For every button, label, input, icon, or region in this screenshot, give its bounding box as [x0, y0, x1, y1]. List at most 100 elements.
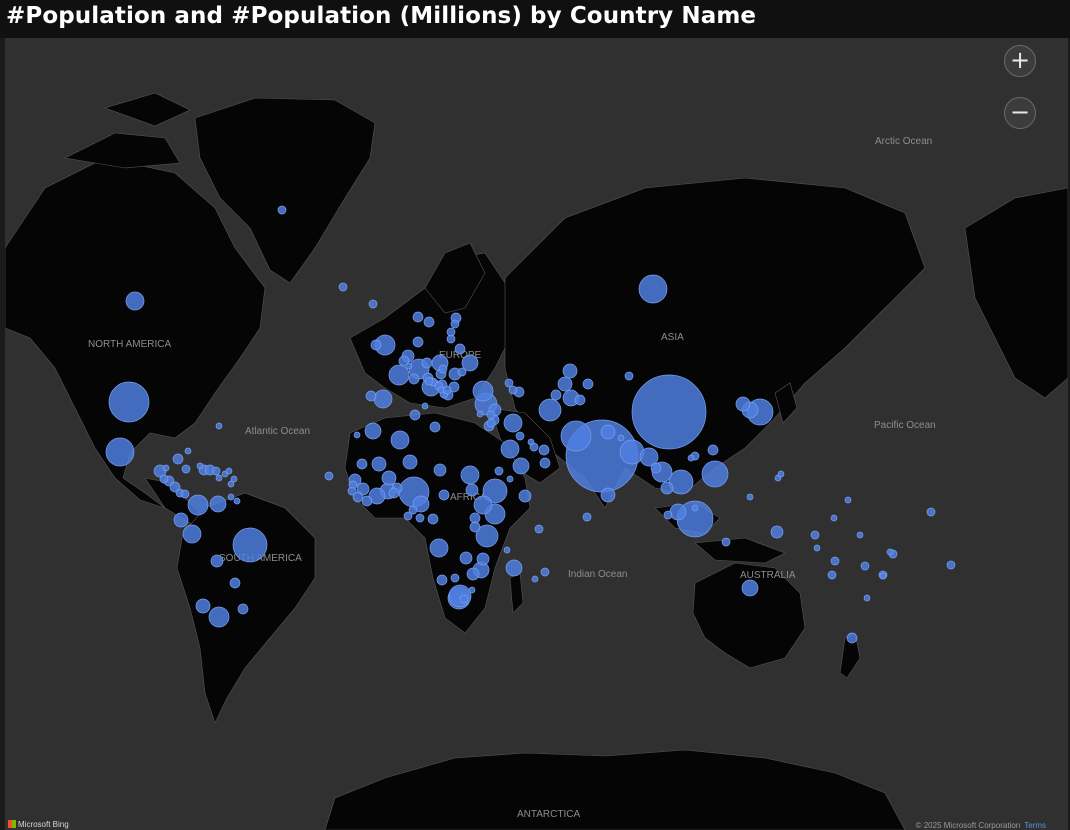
bubble-tunisia[interactable] — [409, 409, 421, 421]
bubble-suriname[interactable] — [233, 497, 241, 505]
bubble-lesotho[interactable] — [459, 594, 469, 604]
bubble-brunei[interactable] — [691, 504, 699, 512]
bubble-equatorial-guinea[interactable] — [408, 505, 418, 515]
bubble-chile[interactable] — [195, 598, 211, 614]
bubble-eswatini[interactable] — [468, 586, 476, 594]
bubble-venezuela[interactable] — [209, 495, 227, 513]
bubble-marshall[interactable] — [844, 496, 852, 504]
bubble-mongolia[interactable] — [624, 371, 634, 381]
bubble-czech[interactable] — [421, 357, 433, 369]
bubble-new-caledonia[interactable] — [827, 570, 837, 580]
bubble-armenia[interactable] — [508, 385, 518, 395]
bubble-panama[interactable] — [180, 489, 190, 499]
bubble-madagascar[interactable] — [505, 559, 523, 577]
bubble-denmark[interactable] — [412, 336, 424, 348]
bubble-canada[interactable] — [125, 291, 145, 311]
bubble-luxembourg[interactable] — [405, 362, 413, 370]
bubble-moldova[interactable] — [457, 367, 467, 377]
bubble-burkina[interactable] — [381, 470, 397, 486]
bubble-maldives[interactable] — [582, 512, 592, 522]
bubble-nepal[interactable] — [600, 424, 616, 440]
bubble-latvia[interactable] — [446, 327, 456, 337]
bubble-canary[interactable] — [353, 431, 361, 439]
bubble-uzbekistan[interactable] — [557, 376, 573, 392]
bubble-djibouti[interactable] — [506, 475, 514, 483]
bubble-ukraine[interactable] — [461, 354, 479, 372]
bubble-caribbean-4[interactable] — [196, 462, 204, 470]
bubble-belarus[interactable] — [454, 343, 466, 355]
bubble-turkmenistan[interactable] — [550, 389, 562, 401]
bubble-pakistan[interactable] — [560, 420, 592, 452]
bubble-zimbabwe[interactable] — [466, 567, 480, 581]
bubble-sudan[interactable] — [460, 465, 480, 485]
bubble-sweden[interactable] — [423, 316, 435, 328]
bubble-french-polynesia[interactable] — [946, 560, 956, 570]
bubble-pacific-2[interactable] — [879, 572, 887, 580]
bubble-car[interactable] — [438, 489, 450, 501]
bubble-kyrgyzstan[interactable] — [582, 378, 594, 390]
bubble-palau[interactable] — [746, 493, 754, 501]
bubble-laos[interactable] — [650, 462, 662, 474]
bubble-morocco[interactable] — [364, 422, 382, 440]
bubble-guinea-bissau[interactable] — [347, 486, 357, 496]
bubble-china[interactable] — [631, 374, 707, 450]
bubble-kiribati[interactable] — [926, 507, 936, 517]
bubble-tuvalu[interactable] — [886, 548, 894, 556]
bubble-myanmar[interactable] — [639, 447, 659, 467]
bubble-france[interactable] — [388, 364, 410, 386]
bubble-reunion[interactable] — [531, 575, 539, 583]
bubble-switzerland[interactable] — [408, 373, 420, 385]
bubble-zambia[interactable] — [459, 551, 473, 565]
bubble-norway[interactable] — [412, 311, 424, 323]
bubble-puerto-rico[interactable] — [211, 466, 221, 476]
bubble-cyprus[interactable] — [476, 410, 484, 418]
bubble-sri-lanka[interactable] — [600, 487, 616, 503]
bubble-malta[interactable] — [421, 402, 429, 410]
bubble-faroe[interactable] — [368, 299, 378, 309]
bubble-gabon[interactable] — [415, 513, 425, 523]
bubble-colombia[interactable] — [187, 494, 209, 516]
bubble-cambodia[interactable] — [660, 481, 674, 495]
bubble-spain[interactable] — [373, 389, 393, 409]
bubble-burundi[interactable] — [469, 521, 481, 533]
bubble-iran[interactable] — [538, 398, 562, 422]
bubble-iraq[interactable] — [503, 413, 523, 433]
bubble-pacific-3[interactable] — [813, 544, 821, 552]
bubble-sierra-leone[interactable] — [352, 491, 364, 503]
bubble-tonga[interactable] — [860, 561, 870, 571]
bubble-portugal[interactable] — [365, 390, 377, 402]
bubble-south-africa[interactable] — [448, 584, 472, 608]
bubble-el-salvador[interactable] — [159, 474, 169, 484]
bubble-philippines[interactable] — [701, 460, 729, 488]
bubble-turkey[interactable] — [472, 380, 494, 402]
bubble-greenland[interactable] — [277, 205, 287, 215]
bubble-brazil[interactable] — [232, 527, 268, 563]
bubble-kuwait[interactable] — [515, 431, 525, 441]
bubble-nauru[interactable] — [856, 531, 864, 539]
bubble-georgia[interactable] — [504, 378, 514, 388]
bubble-lebanon[interactable] — [486, 410, 496, 420]
bubble-cameroon[interactable] — [412, 495, 430, 513]
bubble-guinea[interactable] — [356, 482, 370, 496]
bubble-ecuador[interactable] — [173, 512, 189, 528]
bubble-belgium[interactable] — [398, 355, 410, 367]
bubble-north-korea[interactable] — [735, 396, 751, 412]
bubble-taiwan[interactable] — [707, 444, 719, 456]
bubble-barbados[interactable] — [230, 475, 238, 483]
bubble-ethiopia[interactable] — [482, 478, 508, 504]
bubble-bolivia[interactable] — [210, 554, 224, 568]
bubble-mali[interactable] — [371, 456, 387, 472]
bubble-trinidad[interactable] — [227, 480, 235, 488]
bubble-mauritania[interactable] — [356, 458, 368, 470]
bubble-chad[interactable] — [433, 463, 447, 477]
bubble-slovenia[interactable] — [424, 376, 434, 386]
bubble-niger[interactable] — [402, 454, 418, 470]
map-svg[interactable]: Arctic Ocean NORTH AMERICA Atlantic Ocea… — [5, 38, 1068, 830]
bubble-eritrea[interactable] — [494, 466, 504, 476]
bubble-solomon[interactable] — [810, 530, 820, 540]
bubble-guyana[interactable] — [227, 493, 235, 501]
terms-link[interactable]: Terms — [1024, 821, 1046, 830]
bubble-yemen[interactable] — [512, 457, 530, 475]
bubble-cabo-verde[interactable] — [324, 471, 334, 481]
bubble-rwanda[interactable] — [469, 512, 481, 524]
